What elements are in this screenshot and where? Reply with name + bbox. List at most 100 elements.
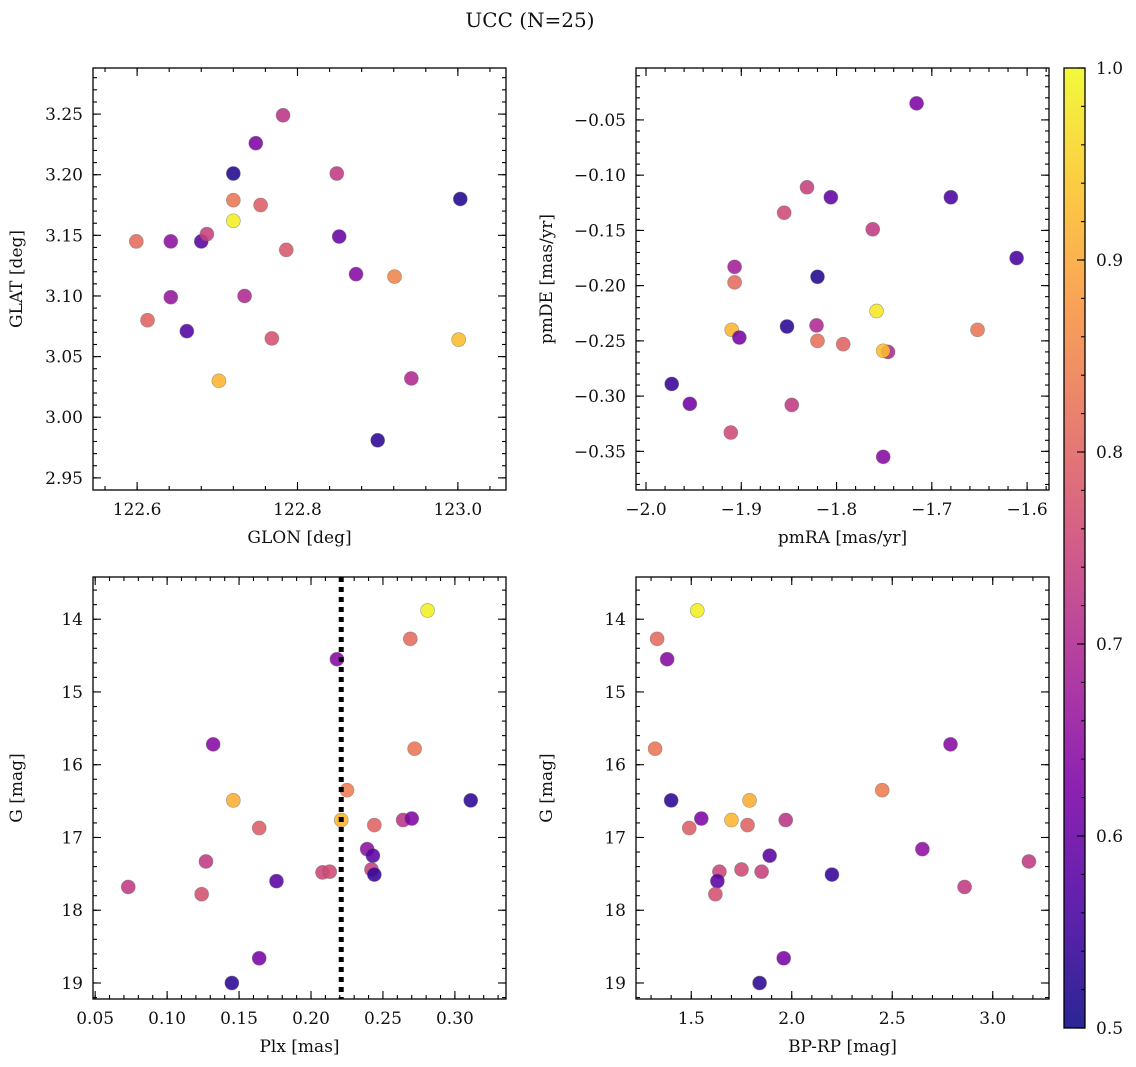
y-tick-label: −0.30 [574,387,626,407]
data-point [348,266,364,282]
points-layer [664,96,1024,465]
data-point [727,274,742,290]
data-point [407,741,422,757]
colorbar-tick-label: 0.8 [1096,443,1123,463]
data-point [452,191,468,207]
data-point [463,793,479,808]
x-tick-label: 2.5 [879,1009,906,1029]
data-point [909,96,924,111]
data-point [957,879,972,895]
data-point [799,179,815,195]
data-point [248,135,264,151]
data-point [199,226,215,242]
y-tick-label: 3.20 [45,166,83,186]
y-tick-label: 3.10 [45,287,83,307]
x-tick-label: −2.0 [625,500,666,520]
data-point [278,242,294,258]
data-point [647,741,663,757]
data-point [869,303,884,319]
y-tick-label: 14 [61,610,83,630]
data-point [809,318,824,333]
points-layer [120,603,479,991]
data-point [365,848,381,864]
y-tick-label: 17 [604,828,626,848]
axes-frame [635,67,1050,491]
data-point [649,631,665,647]
data-point [179,323,195,339]
data-point [740,817,755,833]
data-point [943,736,958,752]
x-tick-label: 2.0 [778,1009,805,1029]
panels: 122.6 122.8 123.0 2.95 3.00 3.05 3.10 3.15 3.20 3… [7,67,1050,1057]
data-point [225,213,241,229]
colorbar-frame [1063,67,1086,1029]
data-point [659,651,675,667]
colorbar-tick-label: 0.7 [1096,635,1123,655]
data-point [224,975,240,991]
data-point [225,192,241,208]
points-layer [647,603,1037,991]
points-layer [128,107,468,448]
data-point [835,336,851,352]
data-point [251,950,267,966]
y-tick-label: 17 [61,828,83,848]
y-tick-label: 16 [604,756,626,776]
data-point [943,189,959,205]
data-point [1009,250,1024,266]
x-tick-label: 0.20 [292,1009,330,1029]
data-point [404,811,420,826]
data-point [752,975,767,991]
data-point [253,197,268,213]
data-point [451,332,467,347]
data-point [140,312,155,328]
figure-title: UCC (N=25) [465,8,594,32]
data-point [710,873,725,889]
axes-frame [635,576,1050,1000]
data-point [723,425,739,440]
x-tick-label: −1.9 [721,500,762,520]
data-point [970,322,985,338]
y-tick-label: −0.20 [574,277,626,297]
panel-4: 1.5 2.0 2.5 3.0 14 15 16 17 18 19 BP-RP [mag] G [ma… [537,576,1050,1057]
data-point [754,864,769,880]
x-tick-label: 122.6 [113,500,162,520]
y-tick-label: 3.00 [45,408,83,428]
data-point [205,736,221,752]
x-tick-label: 0.05 [76,1009,114,1029]
y-tick-label: 18 [61,901,83,921]
y-tick-label: −0.15 [574,221,626,241]
data-point [663,793,679,808]
data-point [225,166,241,181]
y-tick-label: −0.05 [574,111,626,131]
data-point [322,864,338,880]
data-point [163,289,179,305]
data-point [269,873,284,889]
data-point [779,319,795,334]
colorbar-tick-label: 1.0 [1096,59,1123,79]
panel-1: 122.6 122.8 123.0 2.95 3.00 3.05 3.10 3.15 3.20 3… [7,67,507,548]
colorbar-tick-label: 0.6 [1096,827,1123,847]
data-point [402,631,418,647]
y-tick-label: 2.95 [45,469,83,489]
x-axis-label: pmRA [mas/yr] [778,528,907,548]
data-point [404,371,419,386]
data-point [823,189,839,205]
data-point [366,867,382,882]
data-point [865,221,881,237]
data-point [194,886,209,902]
y-tick-label: 16 [61,756,83,776]
y-tick-label: 19 [604,974,626,994]
axes-frame [92,576,507,1000]
colorbar: 0.5 0.6 0.7 0.8 0.9 1.0 [1063,59,1123,1039]
x-tick-label: 0.10 [148,1009,186,1029]
colorbar-tick-label: 0.9 [1096,251,1123,271]
x-tick-label: −1.6 [1006,500,1047,520]
data-point [727,259,742,275]
y-tick-label: 3.15 [45,226,83,246]
data-point [689,603,705,618]
x-tick-label: 0.15 [220,1009,258,1029]
data-point [275,107,291,123]
y-axis-label: GLAT [deg] [7,230,27,328]
data-point [1021,854,1037,869]
